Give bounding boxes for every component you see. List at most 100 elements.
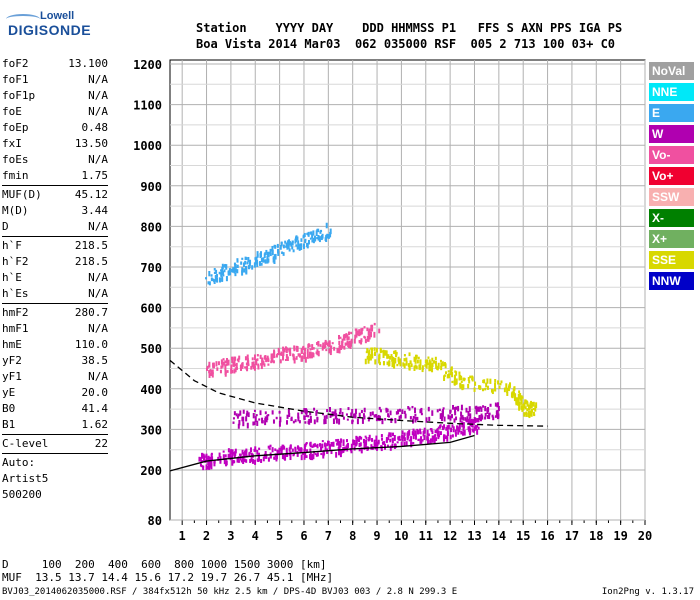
echo-mark xyxy=(469,413,472,419)
echo-mark xyxy=(313,419,316,425)
echo-mark xyxy=(522,406,525,411)
echo-mark xyxy=(262,456,265,462)
echo-mark xyxy=(453,418,456,423)
echo-mark xyxy=(358,329,361,334)
echo-mark xyxy=(235,362,238,369)
y-tick-label: 80 xyxy=(148,514,162,528)
echo-mark xyxy=(246,422,249,429)
param-name: foE xyxy=(2,105,22,118)
echo-mark xyxy=(309,441,312,448)
echo-mark xyxy=(533,413,536,417)
echo-mark xyxy=(334,414,337,420)
echo-mark xyxy=(277,347,280,352)
echo-mark xyxy=(342,416,345,420)
echo-mark xyxy=(233,262,236,266)
echo-mark xyxy=(298,245,301,251)
echo-mark xyxy=(362,413,365,417)
echo-mark xyxy=(391,438,394,441)
echo-mark xyxy=(474,406,477,410)
y-tick-label: 200 xyxy=(140,464,162,478)
legend-item: Vo- xyxy=(649,146,694,164)
param-row: h`Es N/A xyxy=(2,286,108,302)
echo-mark xyxy=(471,428,474,432)
param-value: N/A xyxy=(88,73,108,86)
param-name: foEp xyxy=(2,121,29,134)
echo-mark xyxy=(208,460,211,467)
echo-mark xyxy=(301,355,304,362)
echo-mark xyxy=(446,374,449,379)
echo-mark xyxy=(459,417,462,423)
echo-mark xyxy=(382,361,385,366)
echo-mark xyxy=(405,441,408,446)
echo-mark xyxy=(267,457,270,462)
param-name: h`E xyxy=(2,271,22,284)
echo-mark xyxy=(483,379,486,384)
echo-mark xyxy=(323,346,326,350)
echo-mark xyxy=(389,438,392,443)
echo-mark xyxy=(421,366,424,373)
echo-mark xyxy=(222,358,225,361)
echo-mark xyxy=(378,353,381,360)
echo-mark xyxy=(201,452,204,459)
echo-mark xyxy=(410,363,413,368)
echo-mark xyxy=(434,430,437,434)
echo-mark xyxy=(371,353,374,359)
echo-mark xyxy=(213,460,216,464)
param-name: hmE xyxy=(2,338,22,351)
param-value: 20.0 xyxy=(81,386,109,399)
echo-mark xyxy=(207,455,210,459)
echo-mark xyxy=(309,454,312,459)
echo-mark xyxy=(210,371,213,376)
echo-mark xyxy=(305,409,308,414)
echo-mark xyxy=(265,453,268,459)
echo-mark xyxy=(330,345,333,350)
echo-mark xyxy=(421,439,424,442)
echo-mark xyxy=(302,243,305,249)
echo-mark xyxy=(532,401,535,407)
echo-mark xyxy=(241,270,244,276)
echo-mark xyxy=(264,259,267,263)
echo-mark xyxy=(486,378,489,384)
echo-mark xyxy=(320,446,323,451)
echo-mark xyxy=(400,441,403,447)
echo-mark xyxy=(386,408,389,413)
echo-mark xyxy=(340,346,343,350)
echo-mark xyxy=(381,350,384,353)
echo-mark xyxy=(342,439,345,444)
echo-mark xyxy=(427,433,430,437)
echo-mark xyxy=(462,426,465,432)
echo-mark xyxy=(413,356,416,362)
echo-mark xyxy=(414,407,417,414)
echo-mark xyxy=(532,411,535,416)
echo-mark xyxy=(221,263,224,270)
echo-mark xyxy=(303,351,306,358)
echo-mark xyxy=(217,361,220,366)
echo-mark xyxy=(280,351,283,356)
echo-mark xyxy=(352,439,355,446)
echo-mark xyxy=(220,270,223,276)
param-value: N/A xyxy=(88,287,108,300)
echo-mark xyxy=(267,363,270,366)
echo-mark xyxy=(291,240,294,246)
echo-mark xyxy=(454,429,457,434)
echo-mark xyxy=(274,253,277,260)
echo-mark xyxy=(368,437,371,440)
echo-mark xyxy=(442,407,445,410)
echo-mark xyxy=(256,251,259,257)
echo-mark xyxy=(331,411,334,417)
echo-mark xyxy=(243,453,246,458)
echo-mark xyxy=(468,380,471,384)
echo-mark xyxy=(360,329,363,335)
echo-mark xyxy=(403,432,406,436)
echo-mark xyxy=(225,460,228,466)
echo-mark xyxy=(233,411,236,416)
echo-mark xyxy=(321,233,324,239)
echo-mark xyxy=(517,397,520,402)
echo-mark xyxy=(396,363,399,367)
echo-mark xyxy=(245,257,248,260)
echo-mark xyxy=(489,378,492,384)
echo-mark xyxy=(397,356,400,361)
echo-mark xyxy=(380,445,383,452)
echo-mark xyxy=(453,374,456,380)
echo-mark xyxy=(474,424,477,430)
